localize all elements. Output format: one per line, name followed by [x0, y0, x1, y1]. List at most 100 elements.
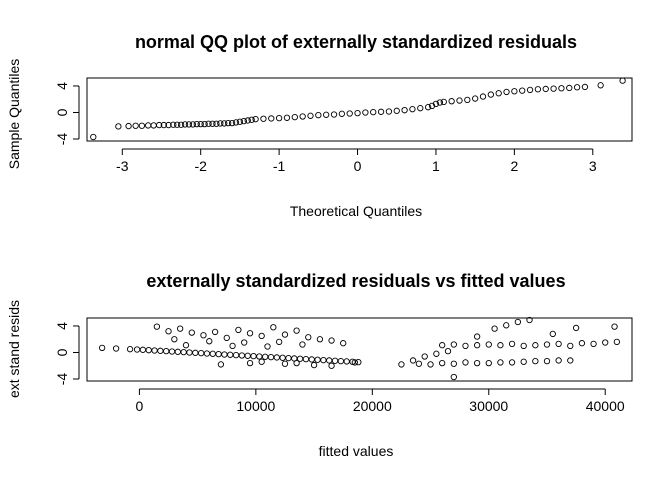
qq-data-point	[205, 120, 212, 127]
qq-plot-points	[90, 77, 626, 141]
qq-data-point	[240, 117, 247, 125]
residuals-data-point	[258, 358, 265, 365]
residuals-data-point	[355, 358, 362, 366]
qq-data-point	[155, 121, 163, 129]
qq-data-point	[558, 85, 565, 92]
residuals-data-point	[415, 360, 423, 367]
residuals-data-point	[532, 357, 539, 365]
qq-data-point	[236, 118, 244, 125]
residuals-data-point	[221, 351, 228, 358]
residuals-data-point	[246, 359, 254, 367]
residuals-data-point	[229, 342, 236, 350]
residuals-data-point	[279, 354, 286, 361]
residuals-plot-title: externally standardized residuals vs fit…	[146, 271, 565, 291]
qq-data-point	[424, 104, 432, 111]
qq-data-point	[346, 110, 353, 117]
qq-data-point	[519, 87, 526, 94]
residuals-data-point	[165, 328, 172, 335]
qq-y-tick-label: -4	[54, 133, 70, 146]
residuals-data-point	[602, 339, 609, 346]
residuals-data-point	[200, 332, 207, 339]
residuals-data-point	[427, 361, 434, 368]
qq-x-tick-label: 3	[589, 158, 597, 174]
residuals-data-point	[485, 359, 492, 367]
residuals-plot-points	[98, 316, 621, 381]
qq-plot-panel: normal QQ plot of externally standardize…	[6, 32, 633, 219]
qq-data-point	[456, 97, 463, 104]
qq-data-point	[464, 96, 471, 104]
residuals-data-point	[578, 340, 586, 347]
residuals-data-point	[473, 359, 481, 367]
residuals-data-point	[514, 318, 522, 326]
residuals-data-point	[473, 333, 481, 340]
residuals-data-point	[264, 343, 271, 350]
residuals-data-point	[227, 351, 234, 358]
residuals-data-point	[206, 338, 213, 345]
residuals-data-point	[508, 359, 516, 366]
residuals-data-point	[163, 348, 170, 355]
residuals-data-point	[186, 349, 193, 356]
residuals-data-point	[526, 316, 533, 324]
qq-data-point	[338, 110, 346, 117]
residuals-data-point	[267, 353, 275, 361]
qq-data-point	[534, 86, 542, 93]
qq-data-point	[165, 121, 172, 129]
residuals-data-point	[444, 348, 452, 355]
qq-data-point	[401, 107, 408, 114]
residuals-data-point	[503, 322, 510, 329]
qq-data-point	[252, 115, 259, 123]
residuals-data-point	[473, 342, 481, 349]
residuals-data-point	[270, 324, 277, 331]
residuals-data-point	[328, 337, 335, 344]
qq-plot-title: normal QQ plot of externally standardize…	[135, 32, 577, 52]
qq-data-point	[145, 122, 152, 129]
residuals-data-point	[567, 342, 574, 350]
residuals-data-point	[320, 356, 327, 364]
residuals-data-point	[409, 357, 417, 364]
residuals-data-point	[244, 352, 251, 359]
qq-data-point	[132, 122, 139, 129]
qq-data-point	[150, 122, 157, 129]
residuals-data-point	[520, 358, 527, 365]
qq-data-point	[448, 98, 455, 105]
residuals-data-point	[98, 344, 106, 351]
residuals-data-point	[151, 347, 158, 354]
residuals-data-point	[398, 361, 405, 368]
residuals-x-tick-label: 10000	[236, 398, 275, 414]
qq-x-tick-label: 1	[432, 158, 440, 174]
residuals-data-point	[613, 338, 621, 346]
qq-data-point	[511, 88, 518, 95]
qq-data-point	[323, 111, 330, 118]
residuals-data-point	[174, 348, 181, 355]
residuals-data-point	[343, 358, 350, 365]
residuals-data-point	[188, 329, 195, 336]
residuals-data-point	[497, 359, 504, 366]
qq-data-point	[160, 121, 167, 129]
residuals-data-point	[590, 340, 597, 348]
residuals-x-tick-label: 40000	[586, 398, 625, 414]
residuals-data-point	[421, 353, 428, 360]
qq-data-point	[566, 84, 573, 92]
residuals-data-point	[567, 357, 574, 364]
qq-data-point	[283, 114, 291, 121]
residuals-data-point	[302, 355, 310, 363]
qq-data-point	[213, 120, 220, 127]
residuals-plot-frame	[86, 317, 633, 382]
qq-data-point	[619, 77, 626, 84]
residuals-data-point	[133, 346, 141, 353]
qq-plot-x-label: Theoretical Quantiles	[290, 203, 422, 219]
residuals-plot-x-label: fitted values	[319, 443, 394, 459]
residuals-data-point	[157, 347, 164, 354]
residuals-data-point	[126, 346, 134, 353]
qq-data-point	[315, 111, 322, 119]
qq-data-point	[307, 112, 314, 119]
residuals-data-point	[439, 359, 446, 367]
qq-x-tick-label: -1	[273, 158, 286, 174]
residuals-data-point	[139, 346, 147, 353]
qq-data-point	[260, 115, 267, 122]
residuals-data-point	[555, 340, 562, 348]
residuals-y-tick-label: -4	[54, 373, 70, 386]
qq-data-point	[291, 113, 298, 121]
qq-data-point	[221, 120, 228, 127]
qq-x-tick-label: -2	[194, 158, 207, 174]
